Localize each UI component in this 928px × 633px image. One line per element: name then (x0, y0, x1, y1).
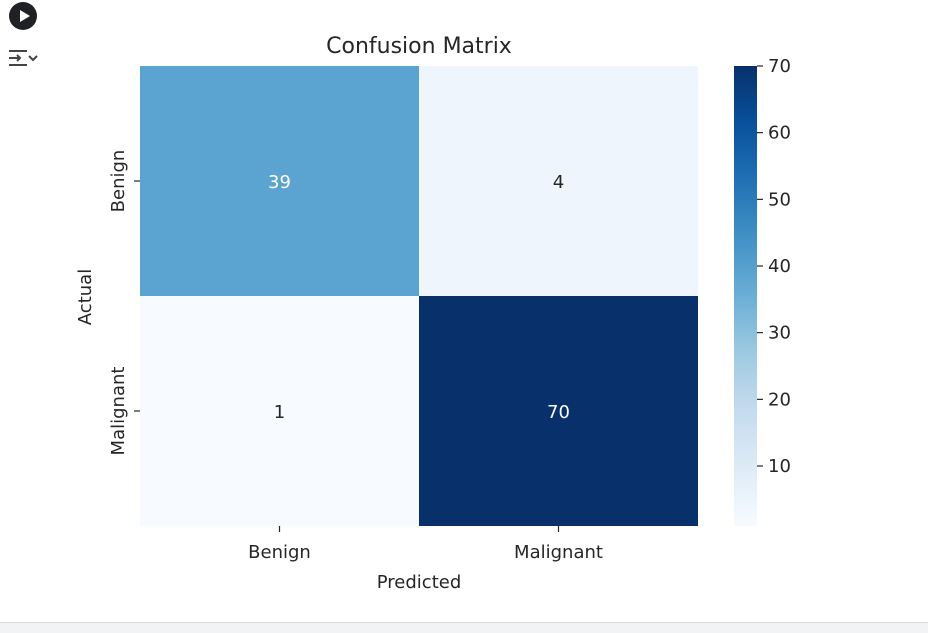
colorbar (734, 66, 757, 526)
play-icon (20, 10, 30, 22)
x-axis-title: Predicted (377, 572, 462, 593)
y-tick-label: Benign (108, 150, 129, 213)
heatmap-cell (140, 296, 419, 526)
output-collapse-icon (9, 50, 38, 66)
cell-value-label: 4 (553, 172, 564, 193)
heatmap-cell (419, 66, 698, 296)
x-tick-label: Benign (248, 542, 311, 563)
x-tick-label: Malignant (514, 542, 603, 563)
colorbar-tick-label: 50 (768, 189, 791, 210)
cell-value-label: 70 (547, 402, 570, 423)
colorbar-tick-label: 30 (768, 323, 791, 344)
cell-value-label: 1 (274, 402, 285, 423)
colorbar-tick-label: 10 (768, 456, 791, 477)
colorbar-tick-label: 20 (768, 389, 791, 410)
colorbar-ticks: 10 20 30 40 50 60 70 (757, 56, 791, 477)
colorbar-tick-label: 60 (768, 123, 791, 144)
heatmap-cells: 39 4 1 70 (140, 66, 698, 526)
x-axis-ticks: Benign Malignant (248, 526, 603, 563)
y-axis-ticks: Benign Malignant (108, 150, 140, 456)
heatmap-cell (419, 296, 698, 526)
colorbar-tick-label: 40 (768, 256, 791, 277)
y-tick-label: Malignant (108, 367, 129, 456)
cell-value-label: 39 (268, 172, 291, 193)
output-toggle-button[interactable] (6, 44, 40, 72)
chart-title: Confusion Matrix (326, 34, 512, 59)
heatmap-cell (140, 66, 419, 296)
run-cell-button[interactable] (9, 2, 37, 30)
colorbar-tick-label: 70 (768, 56, 791, 77)
y-axis-title: Actual (75, 269, 96, 325)
cell-divider (0, 622, 928, 633)
